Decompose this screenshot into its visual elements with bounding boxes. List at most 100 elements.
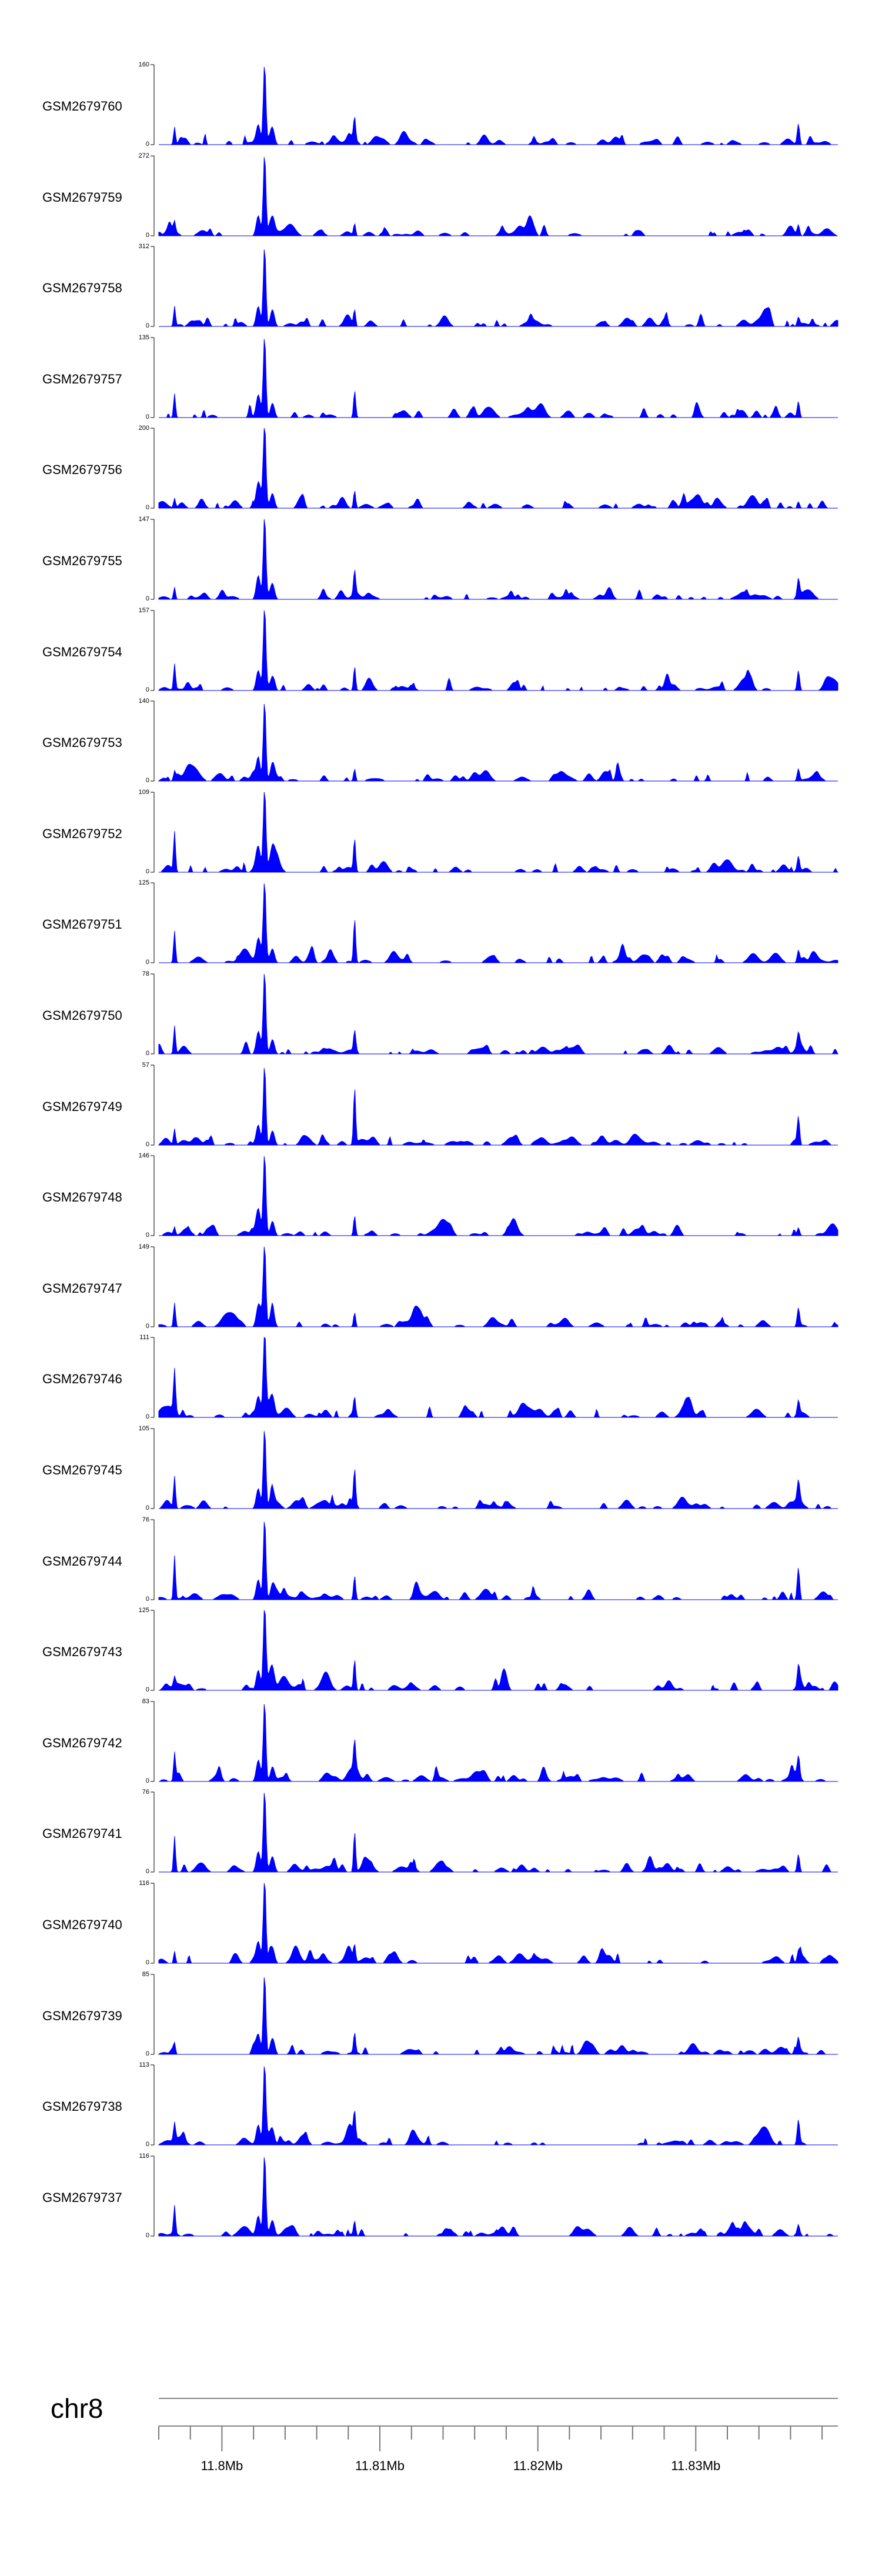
track-plot: [151, 337, 838, 418]
coverage-area: [158, 428, 838, 509]
y-max-label: 125: [138, 879, 149, 887]
coverage-area: [158, 1977, 838, 2055]
coverage-area: [159, 1156, 838, 1236]
y-axis: [151, 973, 155, 1055]
track-plot: [151, 610, 838, 691]
y-max-label: 140: [138, 698, 149, 705]
y-min-label: 0: [145, 322, 149, 330]
track-label: GSM2679754: [42, 644, 122, 659]
track-plot: [151, 882, 838, 963]
track-label: GSM2679759: [42, 189, 122, 205]
coverage-area: [158, 156, 838, 236]
track-plot: [151, 1246, 838, 1327]
y-max-label: 116: [139, 2152, 149, 2160]
y-max-label: 200: [138, 425, 149, 432]
track-label: GSM2679741: [42, 1826, 122, 1841]
track-label: GSM2679749: [42, 1099, 122, 1114]
y-axis: [151, 792, 155, 873]
y-axis: [151, 428, 155, 509]
y-min-label: 0: [145, 1413, 149, 1421]
y-max-label: 111: [139, 1334, 149, 1342]
coverage-area: [158, 610, 838, 691]
y-max-label: 312: [138, 243, 149, 251]
y-max-label: 157: [138, 606, 149, 614]
y-min-label: 0: [145, 413, 149, 421]
track-plot: [151, 1155, 838, 1236]
y-min-label: 0: [145, 777, 149, 785]
track-label: GSM2679760: [42, 99, 122, 114]
y-min-label: 0: [145, 1322, 149, 1330]
track-label: GSM2679755: [42, 553, 122, 568]
y-min-label: 0: [145, 867, 149, 875]
coverage-area: [159, 66, 838, 145]
y-axis: [151, 700, 155, 782]
coverage-area: [158, 974, 838, 1055]
track-plot: [151, 1701, 838, 1782]
track-plot: [151, 1337, 838, 1419]
track-label: GSM2679748: [42, 1190, 122, 1205]
track-label: GSM2679753: [42, 735, 122, 750]
y-min-label: 0: [145, 595, 149, 602]
y-min-label: 0: [145, 1504, 149, 1511]
y-max-label: 78: [142, 970, 149, 977]
y-axis: [151, 2155, 155, 2237]
y-min-label: 0: [145, 1050, 149, 1057]
y-max-label: 57: [142, 1061, 149, 1069]
y-axis: [151, 1974, 155, 2055]
track-label: GSM2679752: [42, 826, 122, 841]
coverage-area: [158, 1521, 838, 1600]
y-min-label: 0: [145, 1686, 149, 1694]
track-plot: [151, 1610, 838, 1691]
y-max-label: 149: [138, 1243, 149, 1250]
y-axis: [151, 1610, 155, 1691]
y-axis: [151, 337, 155, 418]
y-min-label: 0: [145, 1868, 149, 1876]
coverage-area: [158, 1883, 838, 1964]
y-min-label: 0: [145, 2141, 149, 2148]
y-max-label: 125: [138, 1607, 149, 1614]
track-plot: [151, 64, 838, 145]
track-plot: [151, 1791, 838, 1873]
y-min-label: 0: [145, 1777, 149, 1784]
y-axis: [151, 1791, 155, 1873]
track-label: GSM2679742: [42, 1735, 122, 1750]
coverage-area: [159, 1704, 838, 1782]
y-min-label: 0: [145, 1140, 149, 1148]
track-label: GSM2679738: [42, 2099, 122, 2114]
y-max-label: 116: [139, 1880, 149, 1887]
y-axis: [151, 1428, 155, 1509]
y-min-label: 0: [145, 141, 149, 148]
y-max-label: 147: [138, 516, 149, 523]
y-axis: [151, 1337, 155, 1418]
track-label: GSM2679746: [42, 1372, 122, 1387]
track-label: GSM2679757: [42, 371, 122, 386]
y-max-label: 76: [142, 1516, 149, 1523]
coverage-area: [158, 2157, 838, 2237]
track-label: GSM2679743: [42, 1644, 122, 1660]
track-plot: [151, 2064, 838, 2145]
y-min-label: 0: [145, 1595, 149, 1603]
track-plot: [151, 1428, 838, 1509]
y-axis: [151, 1065, 155, 1146]
track-label: GSM2679740: [42, 1917, 122, 1932]
track-plot: [151, 973, 838, 1055]
y-max-label: 160: [138, 61, 149, 68]
track-plot: [151, 700, 838, 782]
track-plot: [151, 519, 838, 600]
chromosome-label: chr8: [51, 2393, 103, 2424]
y-axis: [151, 1701, 155, 1782]
y-min-label: 0: [145, 1232, 149, 1239]
track-plot: [151, 1065, 838, 1146]
y-axis: [151, 1519, 155, 1600]
coverage-area: [158, 704, 838, 782]
coverage-area: [159, 1431, 838, 1509]
coverage-area: [159, 1610, 838, 1691]
coverage-area: [158, 1246, 838, 1327]
track-plot: [151, 246, 838, 328]
y-max-label: 83: [142, 1697, 149, 1705]
y-min-label: 0: [145, 2050, 149, 2057]
y-axis: [151, 1883, 155, 1964]
y-axis: [151, 64, 155, 145]
track-label: GSM2679739: [42, 2008, 122, 2023]
track-plot: [151, 1519, 838, 1600]
